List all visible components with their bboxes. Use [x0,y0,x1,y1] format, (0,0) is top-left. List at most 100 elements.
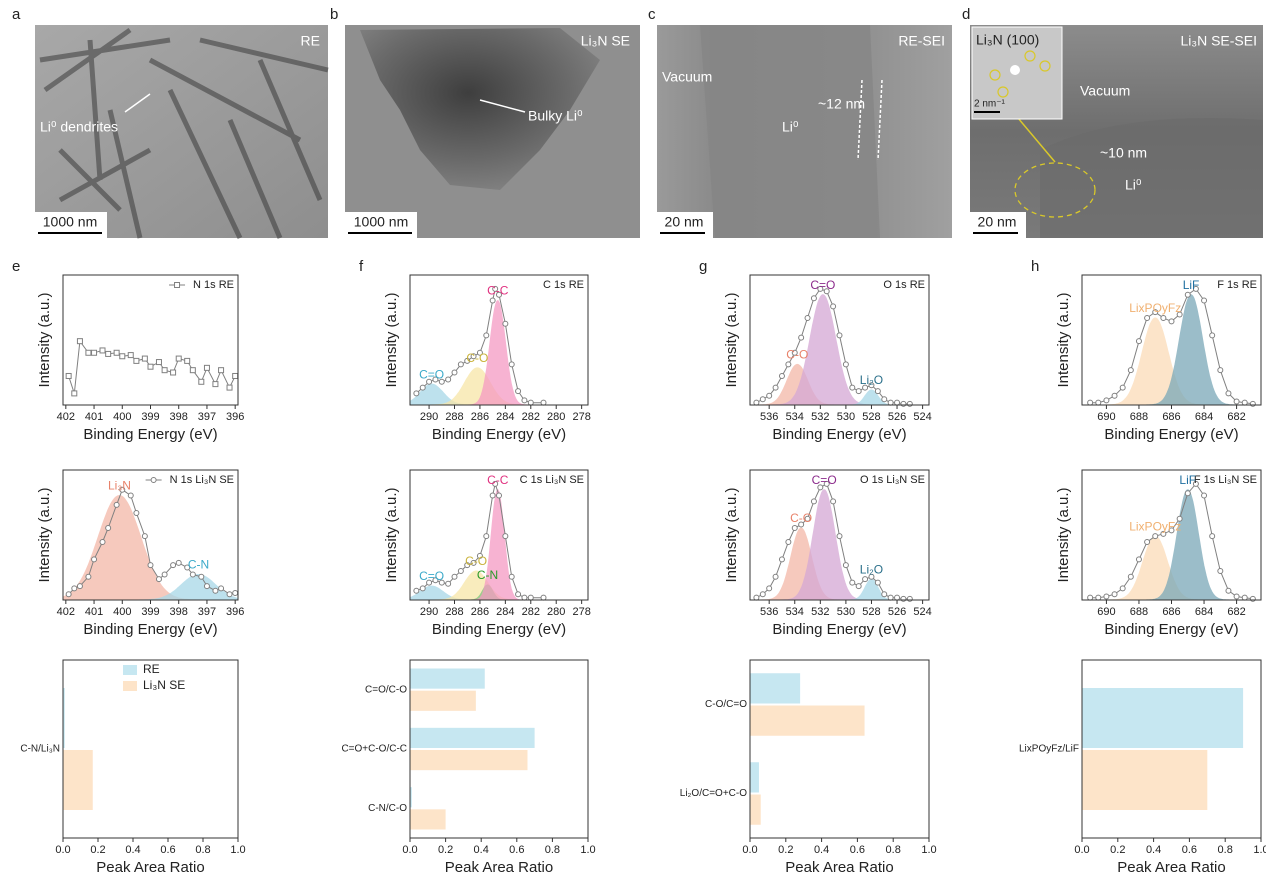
data-point [810,498,817,505]
x-tick-label: 526 [888,606,906,618]
peak-label: C-C [487,284,509,298]
plot-frame [749,274,930,406]
x-tick-label: 1.0 [230,844,245,856]
panel-label: g [699,258,707,275]
data-point [804,515,811,522]
data-point [521,594,528,601]
peak-label: C-N [477,568,498,582]
data-point [226,591,233,598]
data-point [1225,390,1232,397]
data-point [836,332,843,339]
diffraction-spot [1010,65,1020,75]
category-label: C-N/C-O [368,803,407,814]
x-tick-label: 0.0 [402,844,417,856]
plot-frame [749,469,930,601]
peak-label: LixPOyFz [1129,301,1181,315]
legend-label: C 1s Li₃N SE [520,474,584,486]
peak-label: C=O [419,367,444,381]
legend-swatch [123,665,137,675]
data-point [232,590,239,597]
plot-frame [1081,659,1262,839]
x-tick-label: 1.0 [921,844,936,856]
data-point [900,595,907,602]
image-title: Li₃N SE-SEI [1180,33,1257,49]
data-point [855,388,862,395]
data-point [155,359,162,366]
data-point [1119,384,1126,391]
fit-peak [750,489,929,601]
x-tick-label: 534 [786,411,804,423]
legend-label: O 1s RE [883,279,925,291]
x-tick-label: 686 [1162,606,1180,618]
bar [63,750,93,810]
panel-label: d [962,6,970,23]
data-point [432,577,439,584]
data-point [489,297,496,304]
data-point [1201,492,1208,499]
plot-frame [62,274,239,406]
data-point [161,367,168,374]
data-point [119,353,126,360]
data-point [85,349,92,356]
plot-frame [62,659,239,839]
x-tick-label: 0.4 [814,844,829,856]
data-point [753,399,760,406]
data-point [170,562,177,569]
data-point [226,384,233,391]
data-point [141,355,148,362]
data-point [119,486,126,493]
data-point [778,372,785,379]
inset-scale-label: 2 nm⁻¹ [974,99,1006,110]
data-point [232,372,239,379]
plot-frame [749,659,930,839]
x-tick-label: 284 [496,606,514,618]
image-title: Li₃N SE [581,33,630,49]
x-tick-label: 688 [1130,411,1148,423]
annotation: Vacuum [662,69,712,85]
data-point [1249,595,1256,602]
data-point [1233,593,1240,600]
data-point [476,349,483,356]
x-tick-label: 400 [113,411,131,423]
x-axis-label: Binding Energy (eV) [772,426,906,443]
data-point [1184,291,1191,298]
y-axis-label: Intensity (a.u.) [723,487,740,582]
data-point [810,295,817,302]
legend-label: O 1s Li₃N SE [860,474,925,486]
x-tick-label: 536 [760,411,778,423]
data-point [1217,367,1224,374]
y-axis-label: Intensity (a.u.) [36,292,53,387]
annotation: Vacuum [1080,83,1130,99]
peak-label: C-N [188,558,209,572]
data-point [161,571,168,578]
data-point [1241,399,1248,406]
x-tick-label: 528 [862,606,880,618]
peak-label: C-O [786,348,808,362]
data-point [862,576,869,583]
peak-label: Li₂O [860,373,883,387]
data-point [906,400,913,407]
bar [63,688,65,748]
data-point [212,587,219,594]
x-tick-label: 524 [913,411,931,423]
data-point [855,583,862,590]
data-point [823,480,830,487]
data-point [170,369,177,376]
bar [750,705,865,736]
data-point [438,378,445,385]
data-point [189,367,196,374]
plot-frame [409,469,589,601]
x-tick-label: 682 [1227,411,1245,423]
x-tick-label: 0.0 [55,844,70,856]
data-point [817,484,824,491]
data-point [1095,594,1102,601]
data-point [1249,400,1256,407]
data-point [894,399,901,406]
peak-label: Li₃N [108,479,131,493]
data-point [817,285,824,292]
x-tick-label: 401 [85,606,103,618]
data-point [492,285,499,292]
data-point [147,562,154,569]
data-point [133,509,140,516]
y-axis-label: Intensity (a.u.) [1055,292,1072,387]
